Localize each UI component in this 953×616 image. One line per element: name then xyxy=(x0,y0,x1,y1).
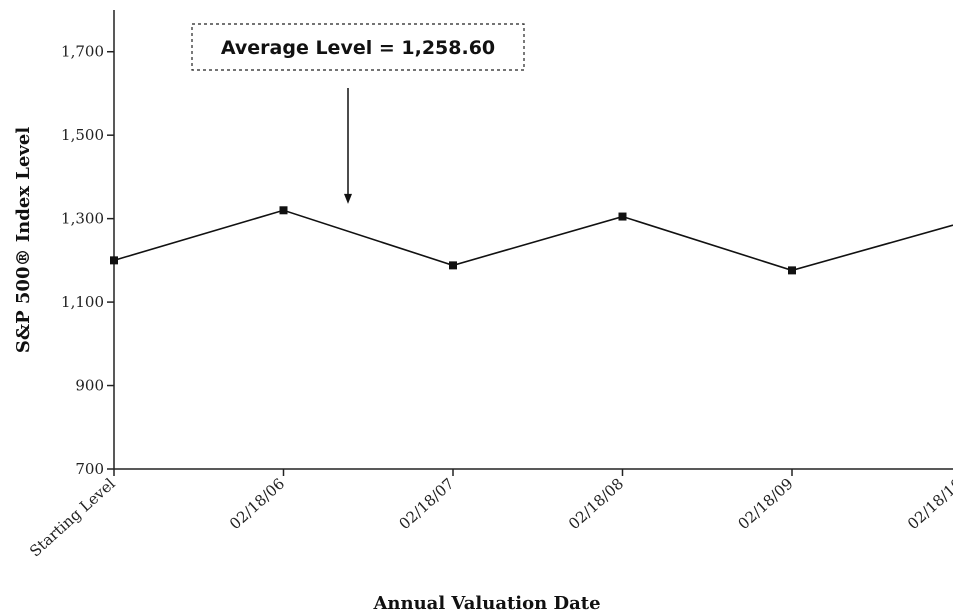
y-tick-label: 1,300 xyxy=(61,210,104,228)
y-axis-title: S&P 500® Index Level xyxy=(13,127,34,353)
data-point-marker xyxy=(110,256,118,265)
data-point-marker xyxy=(788,266,796,275)
y-tick-label: 900 xyxy=(75,377,104,395)
y-tick-label: 1,700 xyxy=(61,43,104,61)
x-axis: Starting Level 02/18/06 02/18/07 02/18/08 02… xyxy=(26,468,953,560)
x-tick-label: 02/18/08 xyxy=(565,475,627,533)
data-point-marker xyxy=(449,261,457,270)
x-tick-label: Starting Level xyxy=(26,474,119,560)
data-point-marker xyxy=(279,206,288,215)
annotation-arrow-head xyxy=(344,193,352,204)
x-axis-title: Annual Valuation Date xyxy=(372,593,600,614)
y-axis: 700 900 1,100 1,300 1,500 1,700 xyxy=(61,10,115,478)
y-tick-label: 1,100 xyxy=(61,293,104,311)
average-annotation: Average Level = 1,258.60 xyxy=(191,23,525,204)
data-point-marker xyxy=(618,212,627,221)
x-tick-label: 02/18/09 xyxy=(735,475,797,533)
annotation-box xyxy=(191,23,525,71)
y-tick-label: 700 xyxy=(75,460,104,478)
series-path xyxy=(113,209,953,272)
series-line xyxy=(110,206,953,275)
annotation-text: Average Level = 1,258.60 xyxy=(221,37,495,59)
y-tick-label: 1,500 xyxy=(61,126,104,144)
x-tick-label: 02/18/10 xyxy=(904,475,953,533)
x-tick-label: 02/18/07 xyxy=(396,475,458,533)
x-tick-label: 02/18/06 xyxy=(226,475,288,533)
